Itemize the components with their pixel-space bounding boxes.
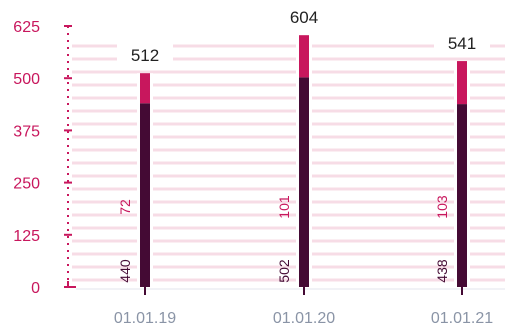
x-tick-label: 01.01.20 (273, 310, 335, 327)
total-label-bg (434, 31, 490, 56)
segment-label-top: 101 (276, 195, 292, 219)
x-tick-label: 01.01.19 (114, 310, 176, 327)
bar-segment-top (140, 73, 150, 104)
y-tick-label: 0 (31, 280, 40, 297)
y-tick-label: 375 (13, 123, 40, 140)
bars: 512 440 72 604 502 101 541 438 103 (117, 4, 490, 288)
bar-segment-top (457, 61, 467, 105)
segment-label-bottom: 438 (434, 259, 450, 283)
total-label: 512 (131, 46, 159, 65)
segment-label-bottom: 440 (117, 259, 133, 283)
gridlines (72, 44, 505, 282)
segment-label-bottom: 502 (276, 259, 292, 283)
y-axis: 0 125 250 375 500 625 (13, 19, 76, 297)
segment-label-top: 103 (434, 195, 450, 219)
bar-segment-top (299, 35, 309, 78)
total-label: 604 (290, 8, 318, 27)
total-label: 541 (448, 34, 476, 53)
x-axis: 01.01.19 01.01.20 01.01.21 (76, 287, 505, 327)
segment-label-top: 72 (117, 199, 133, 215)
y-tick-label: 500 (13, 71, 40, 88)
bar-segment-bottom (140, 103, 150, 287)
total-label-bg (117, 43, 173, 68)
total-label-bg (276, 4, 332, 29)
y-tick-label: 125 (13, 228, 40, 245)
y-tick-label: 625 (13, 19, 40, 36)
x-tick-label: 01.01.21 (431, 310, 493, 327)
bar-segment-bottom (299, 77, 309, 287)
bar-segment-bottom (457, 104, 467, 287)
y-tick-label: 250 (13, 176, 40, 193)
